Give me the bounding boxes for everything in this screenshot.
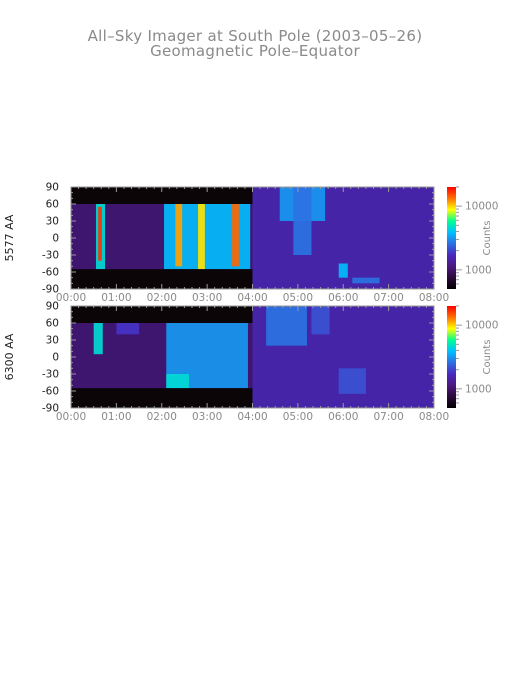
y-tick-label: -60 — [42, 386, 59, 398]
heatmap-emission-region — [266, 306, 307, 346]
colorbar-tick-label: 10000 — [465, 320, 498, 332]
colorbar — [447, 306, 456, 408]
y-tick-label: 30 — [46, 335, 59, 347]
colorbar — [447, 187, 456, 289]
y-tick-label: 60 — [46, 318, 59, 330]
y-axis-label: 5577 AA — [3, 214, 16, 261]
colorbar-tick-label: 1000 — [465, 383, 492, 395]
x-tick-label: 06:00 — [328, 411, 358, 423]
heatmap-emission-region — [232, 204, 239, 267]
panel-2: 00:00 01:00 02:00 03:00 04:00 05:00 06:00 07:00… — [3, 301, 498, 424]
x-tick-label: 01:00 — [101, 292, 131, 304]
colorbar-tick-label: 10000 — [465, 201, 498, 213]
heatmap-emission-region — [98, 206, 102, 261]
y-tick-label: 0 — [52, 233, 59, 245]
y-tick-label: 30 — [46, 216, 59, 228]
y-tick-label: -30 — [42, 250, 59, 262]
y-axis-label: 6300 AA — [3, 333, 16, 380]
page-subtitle: Geomagnetic Pole–Equator — [150, 42, 360, 60]
x-tick-label: 00:00 — [56, 292, 86, 304]
y-tick-label: -90 — [42, 284, 59, 296]
heatmap-emission-region — [311, 306, 330, 335]
x-tick-label: 02:00 — [147, 411, 177, 423]
x-tick-label: 03:00 — [192, 411, 222, 423]
colorbar-tick-label: 1000 — [465, 264, 492, 276]
y-tick-label: -60 — [42, 267, 59, 279]
x-tick-label: 07:00 — [373, 292, 403, 304]
y-tick-label: 90 — [46, 182, 59, 194]
panel-1: 00:00 01:00 02:00 03:00 04:00 05:00 06:00 07:00… — [3, 182, 498, 305]
heatmap-emission-region — [175, 204, 183, 267]
heatmap-emission-region — [93, 323, 103, 355]
x-tick-label: 05:00 — [283, 411, 313, 423]
heatmap-emission-region — [338, 263, 348, 278]
heatmap-emission-region — [198, 204, 205, 270]
x-tick-label: 08:00 — [419, 411, 449, 423]
y-tick-label: -90 — [42, 403, 59, 415]
page-title: All–Sky Imager at South Pole (2003–05–26… — [87, 27, 423, 45]
y-tick-label: 0 — [52, 352, 59, 364]
colorbar-label: Counts — [482, 340, 493, 375]
x-tick-label: 03:00 — [192, 292, 222, 304]
x-tick-label: 02:00 — [147, 292, 177, 304]
heatmap-emission-region — [352, 277, 380, 284]
heatmap-emission-region — [293, 187, 312, 255]
heatmap-emission-region — [116, 323, 140, 335]
x-tick-label: 00:00 — [56, 411, 86, 423]
x-tick-label: 07:00 — [373, 411, 403, 423]
heatmap-emission-region — [338, 368, 366, 394]
y-tick-label: 60 — [46, 199, 59, 211]
x-tick-label: 01:00 — [101, 411, 131, 423]
x-tick-label: 06:00 — [328, 292, 358, 304]
heatmap-emission-region — [166, 374, 189, 389]
y-tick-label: 90 — [46, 301, 59, 313]
colorbar-label: Counts — [482, 221, 493, 256]
x-tick-label: 04:00 — [237, 411, 267, 423]
y-tick-label: -30 — [42, 369, 59, 381]
x-tick-label: 04:00 — [237, 292, 267, 304]
x-tick-label: 05:00 — [283, 292, 313, 304]
x-tick-label: 08:00 — [419, 292, 449, 304]
